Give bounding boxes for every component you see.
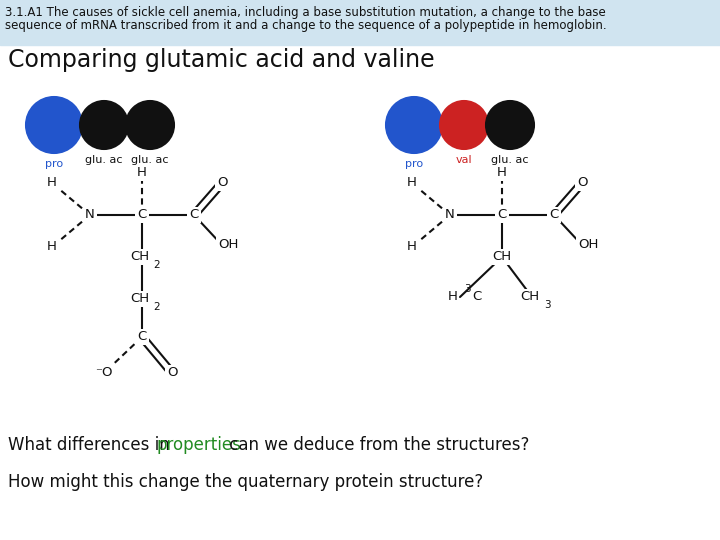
Text: O: O (577, 177, 588, 190)
Text: N: N (85, 208, 95, 221)
Text: CH: CH (130, 251, 150, 264)
Ellipse shape (486, 101, 534, 149)
Text: O: O (217, 177, 228, 190)
Ellipse shape (386, 97, 442, 153)
Text: C: C (189, 208, 199, 221)
Text: glu. ac: glu. ac (491, 155, 528, 165)
Text: OH: OH (578, 239, 598, 252)
Ellipse shape (80, 101, 128, 149)
Text: O: O (167, 367, 177, 380)
Text: ⁻O: ⁻O (95, 367, 113, 380)
Text: 2: 2 (153, 302, 160, 312)
Text: glu. ac: glu. ac (131, 155, 168, 165)
Text: H: H (47, 240, 57, 253)
Text: H: H (497, 166, 507, 179)
Text: Comparing glutamic acid and valine: Comparing glutamic acid and valine (8, 48, 435, 72)
Text: OH: OH (218, 239, 238, 252)
Text: 2: 2 (153, 260, 160, 270)
Text: pro: pro (45, 159, 63, 169)
Text: H: H (47, 177, 57, 190)
Ellipse shape (26, 97, 82, 153)
Text: H: H (407, 240, 417, 253)
Text: N: N (445, 208, 455, 221)
Text: CH: CH (130, 293, 150, 306)
Ellipse shape (126, 101, 174, 149)
Text: pro: pro (405, 159, 423, 169)
Ellipse shape (440, 101, 488, 149)
Text: H: H (137, 166, 147, 179)
Text: 3: 3 (464, 284, 471, 294)
Text: C: C (472, 291, 481, 303)
Text: can we deduce from the structures?: can we deduce from the structures? (224, 436, 529, 454)
Text: C: C (138, 208, 147, 221)
Text: H: H (407, 177, 417, 190)
Text: 3.1.A1 The causes of sickle cell anemia, including a base substitution mutation,: 3.1.A1 The causes of sickle cell anemia,… (5, 6, 606, 19)
Text: How might this change the quaternary protein structure?: How might this change the quaternary pro… (8, 473, 483, 491)
Text: C: C (498, 208, 507, 221)
FancyBboxPatch shape (0, 0, 720, 45)
Text: C: C (549, 208, 559, 221)
Text: properties: properties (156, 436, 241, 454)
Text: CH: CH (521, 291, 539, 303)
Text: sequence of mRNA transcribed from it and a change to the sequence of a polypepti: sequence of mRNA transcribed from it and… (5, 19, 607, 32)
Text: 3: 3 (544, 300, 551, 310)
Text: glu. ac: glu. ac (85, 155, 122, 165)
Text: H: H (448, 291, 458, 303)
Text: CH: CH (492, 251, 512, 264)
Text: What differences in: What differences in (8, 436, 175, 454)
Text: C: C (138, 330, 147, 343)
Text: val: val (456, 155, 472, 165)
